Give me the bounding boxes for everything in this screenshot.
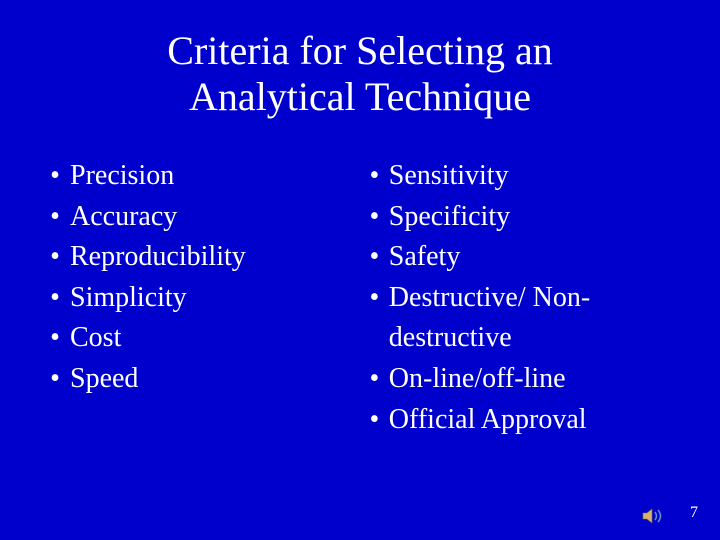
slide-title: Criteria for Selecting an Analytical Tec… bbox=[0, 0, 720, 120]
list-item: Simplicity bbox=[70, 278, 246, 319]
list-item: Accuracy bbox=[70, 197, 246, 238]
list-item: Destructive/ Non-destructive bbox=[389, 278, 700, 359]
left-bullets: •••••• bbox=[40, 156, 70, 440]
list-item: Reproducibility bbox=[70, 237, 246, 278]
list-item: Safety bbox=[389, 237, 700, 278]
content-columns: •••••• Precision Accuracy Reproducibilit… bbox=[0, 120, 720, 440]
page-number: 7 bbox=[690, 504, 698, 522]
left-column: •••••• Precision Accuracy Reproducibilit… bbox=[40, 156, 340, 440]
right-items: Sensitivity Specificity Safety Destructi… bbox=[389, 156, 700, 440]
list-item: Sensitivity bbox=[389, 156, 700, 197]
list-item: On-line/off-line bbox=[389, 359, 700, 400]
title-line-1: Criteria for Selecting an bbox=[167, 28, 552, 73]
right-bullets: •••••• bbox=[360, 156, 389, 440]
speaker-icon bbox=[642, 506, 664, 526]
list-item: Official Approval bbox=[389, 400, 700, 441]
list-item: Precision bbox=[70, 156, 246, 197]
title-line-2: Analytical Technique bbox=[189, 74, 531, 119]
list-item: Specificity bbox=[389, 197, 700, 238]
list-item: Cost bbox=[70, 318, 246, 359]
list-item: Speed bbox=[70, 359, 246, 400]
right-column: •••••• Sensitivity Specificity Safety De… bbox=[360, 156, 700, 440]
left-items: Precision Accuracy Reproducibility Simpl… bbox=[70, 156, 246, 440]
